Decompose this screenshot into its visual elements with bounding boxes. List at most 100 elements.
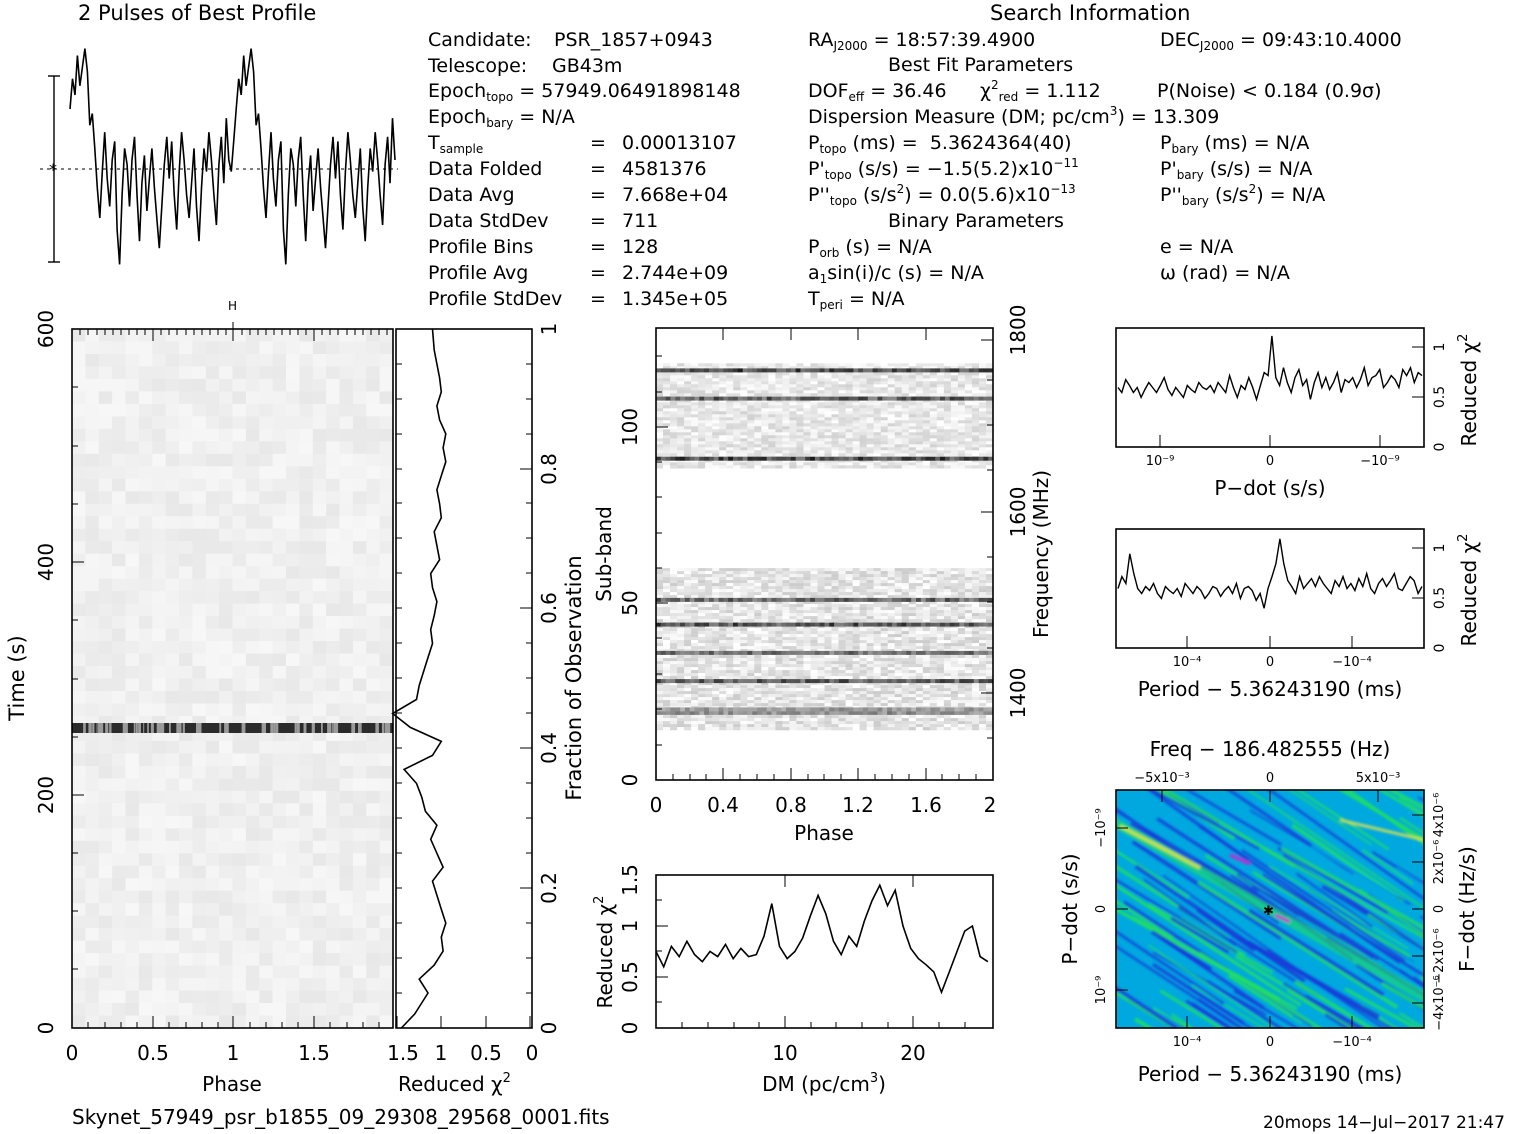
subband-cell [937,610,945,613]
subband-cell [853,715,861,718]
time-phase-cell [233,679,247,692]
subband-cell [909,568,917,571]
subband-cell [719,655,727,658]
subband-cell [825,673,833,676]
time-phase-cell [206,928,220,941]
subband-cell [923,586,931,589]
subband-cell [965,375,973,378]
time-phase-cell [366,391,380,404]
subband-cell [656,646,664,649]
subband-cell [789,643,797,646]
time-phase-cell [112,679,126,692]
subband-cell [867,697,875,700]
subband-cell [782,685,790,688]
subband-cell [853,411,861,414]
subband-cell [803,417,811,420]
subband-cell [916,586,924,589]
subband-cell [684,715,692,718]
subband-cell [726,643,734,646]
time-phase-cell [233,366,247,379]
subband-cell [881,604,889,607]
subband-cell [754,646,762,649]
subband-cell [768,694,776,697]
time-phase-cell [246,704,260,717]
subband-cell [853,616,861,619]
subband-cell [818,727,826,730]
subband-cell [656,363,664,366]
subband-cell [747,405,755,408]
time-phase-cell [380,354,394,367]
subband-cell [965,393,973,396]
subband-cell [698,634,706,637]
subband-cell [803,571,811,574]
subband-cell [916,691,924,694]
subband-cell [951,414,959,417]
subband-cell [846,607,854,610]
subband-cell [916,604,924,607]
subband-cell [958,718,966,721]
subband-cell [825,390,833,393]
subband-cell [832,691,840,694]
time-phase-cell [273,803,287,816]
subband-cell [670,727,678,730]
time-phase-cell [139,354,153,367]
time-phase-cell [139,991,153,1004]
subband-cell [895,715,903,718]
subband-cell [677,586,685,589]
time-phase-cell [326,354,340,367]
time-phase-cell [126,479,140,492]
time-phase-cell [72,753,86,766]
time-phase-cell [366,629,380,642]
subband-cell [705,670,713,673]
subband-cell [698,571,706,574]
subband-cell [684,610,692,613]
subband-cell [796,604,804,607]
x-tick-label: 1.5 [387,1041,419,1065]
subband-cell [698,607,706,610]
subband-cell [677,670,685,673]
subband-cell [874,655,882,658]
subband-cell [656,664,664,667]
subband-cell [965,604,973,607]
subband-cell [782,640,790,643]
subband-cell [958,691,966,694]
subband-cell [740,583,748,586]
subband-cell [677,592,685,595]
subband-cell [733,387,741,390]
time-phase-cell [219,666,233,679]
time-phase-cell [340,491,354,504]
time-phase-cell [166,641,180,654]
subband-cell [677,375,685,378]
time-phase-cell [206,604,220,617]
subband-cell [825,384,833,387]
subband-cell [958,390,966,393]
subband-cell [754,685,762,688]
subband-cell [719,634,727,637]
time-phase-cell [126,342,140,355]
time-phase-cell [99,429,113,442]
time-phase-cell [192,391,206,404]
subband-cell [670,580,678,583]
subband-cell [818,694,826,697]
subband-cell [937,417,945,420]
subband-cell [740,685,748,688]
time-phase-cell [380,741,394,754]
subband-cell [944,646,952,649]
subband-cell [740,691,748,694]
time-phase-cell [152,704,166,717]
subband-cell [670,381,678,384]
time-phase-cell [192,416,206,429]
time-phase-cell [166,404,180,417]
time-phase-cell [112,404,126,417]
subband-cell [796,613,804,616]
subband-cell [754,402,762,405]
subband-cell [867,372,875,375]
time-phase-cell [326,679,340,692]
subband-cell [909,405,917,408]
subband-cell [958,715,966,718]
subband-cell [895,685,903,688]
subband-cell [789,574,797,577]
subband-cell [867,727,875,730]
subband-cell [782,676,790,679]
